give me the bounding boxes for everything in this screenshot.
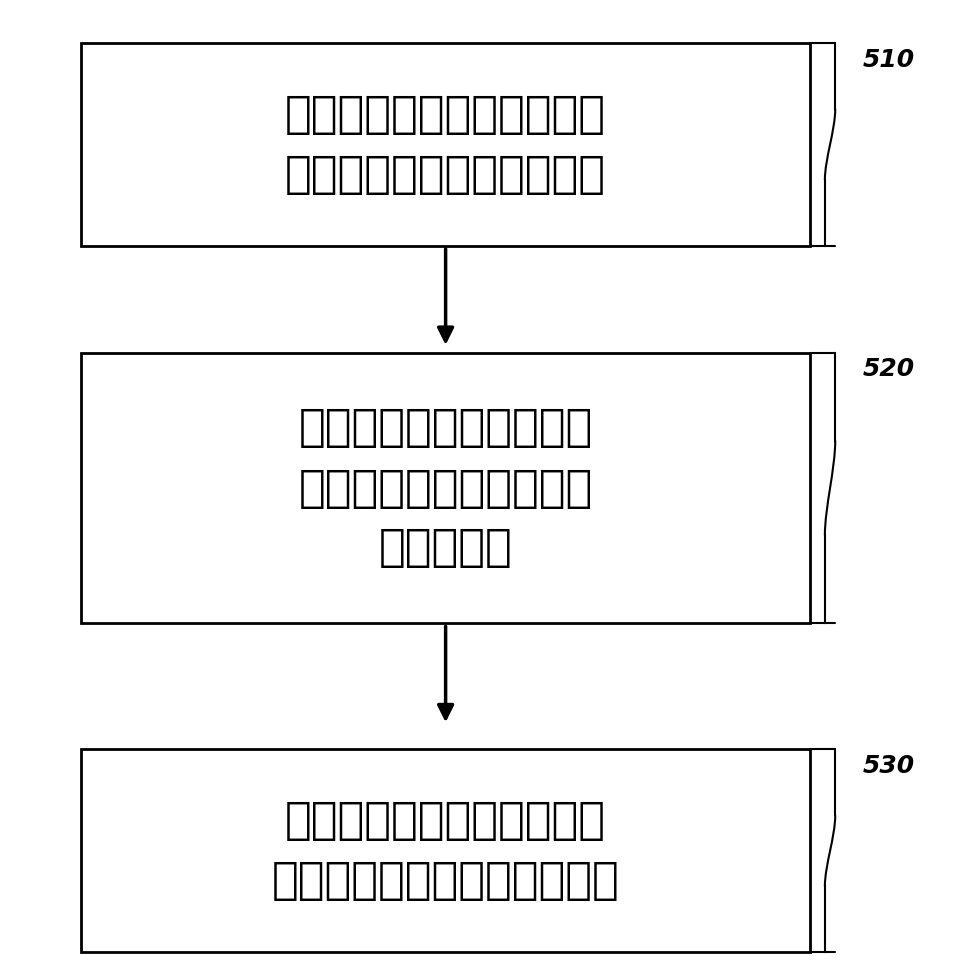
Text: 510: 510 [863, 48, 915, 71]
Text: 以第二关闭速率使阀构件从
临界阀位置朝着关闭位置移动: 以第二关闭速率使阀构件从 临界阀位置朝着关闭位置移动 [272, 799, 620, 903]
Text: 提供具有致动器的阀，所述
致动器构造成使阀构件移动: 提供具有致动器的阀，所述 致动器构造成使阀构件移动 [286, 93, 606, 196]
Text: 530: 530 [863, 754, 915, 778]
Bar [81, 352, 810, 624]
Bar [81, 750, 810, 953]
Bar [81, 43, 810, 246]
Text: 520: 520 [863, 357, 915, 382]
Text: 以第一关闭速率使阀构件
远离打开阀位置朝着临界
阀位置移动: 以第一关闭速率使阀构件 远离打开阀位置朝着临界 阀位置移动 [298, 406, 592, 570]
